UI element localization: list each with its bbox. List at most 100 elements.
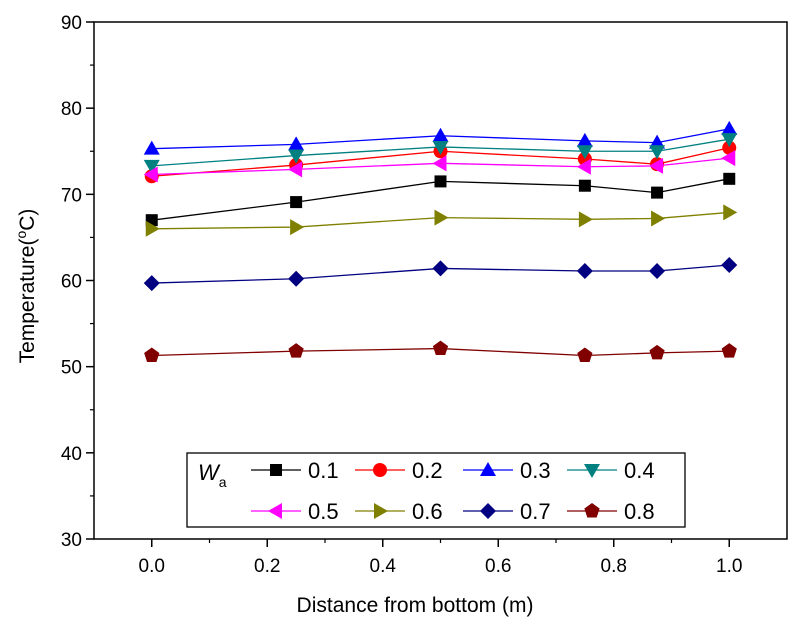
series-0.3 (143, 120, 738, 155)
data-point (649, 134, 666, 149)
x-tick-label: 0.0 (139, 556, 165, 577)
data-point (578, 211, 593, 228)
data-point (432, 260, 449, 277)
series-0.7 (143, 256, 738, 292)
data-point (143, 275, 160, 292)
data-point (288, 343, 304, 358)
x-tick-label: 0.8 (601, 556, 627, 577)
data-point (288, 270, 305, 287)
y-tick-label: 50 (61, 358, 82, 379)
axes: 0.0 0.2 0.4 0.6 0.8 1.0 30 40 50 60 70 80 90 (61, 13, 788, 577)
data-point (290, 219, 305, 236)
data-point (288, 136, 305, 151)
data-point (577, 347, 593, 362)
data-point (721, 120, 738, 135)
series-line (151, 264, 730, 284)
legend-marker (480, 462, 496, 476)
data-point (723, 204, 738, 221)
legend-marker (373, 463, 387, 477)
legend-entry-0.5: 0.5 (251, 499, 339, 524)
legend-label: 0.8 (624, 499, 655, 524)
data-point (576, 158, 591, 175)
series-0.8 (144, 340, 737, 362)
y-tick-label: 80 (61, 99, 82, 120)
y-axis-title-main: Temperature( (16, 239, 39, 364)
data-point (651, 210, 666, 227)
data-point (578, 179, 591, 192)
data-point (576, 263, 593, 280)
y-axis-title-degree: o (13, 231, 29, 239)
y-tick-label: 70 (61, 185, 82, 206)
legend-marker (584, 503, 600, 518)
data-point (721, 343, 737, 358)
legend-label: 0.5 (308, 499, 339, 524)
data-point (288, 149, 305, 164)
x-tick-label: 0.2 (254, 556, 280, 577)
data-point (432, 155, 447, 172)
legend-entry-0.3: 0.3 (463, 458, 551, 483)
data-point (721, 133, 738, 148)
y-tick-label: 30 (61, 530, 82, 551)
y-axis-title: Temperature(oC) (13, 209, 39, 364)
data-point (649, 263, 666, 280)
legend: Wa 0.1 0.2 0.3 0.4 0.5 0.6 0.7 0.8 (186, 452, 686, 528)
data-point (434, 175, 447, 188)
data-point (649, 157, 664, 174)
data-point (290, 196, 303, 209)
legend-marker (480, 503, 496, 519)
legend-marker (270, 464, 282, 476)
x-tick-label: 0.4 (370, 556, 397, 577)
legend-label: 0.1 (308, 458, 339, 483)
legend-label: 0.6 (412, 499, 443, 524)
legend-marker (268, 503, 282, 519)
legend-label: 0.4 (624, 458, 655, 483)
legend-entry-0.7: 0.7 (463, 499, 551, 524)
series-line (151, 157, 730, 176)
data-point (649, 145, 666, 160)
data-point (432, 127, 449, 142)
data-point (721, 150, 736, 167)
x-axis-title: Distance from bottom (m) (297, 594, 534, 617)
data-point (143, 166, 158, 183)
y-tick-label: 40 (61, 444, 82, 465)
y-tick-label: 60 (61, 272, 82, 293)
legend-label: 0.7 (520, 499, 551, 524)
data-point (649, 344, 665, 360)
series-layer (143, 120, 738, 362)
legend-entry-0.1: 0.1 (251, 458, 339, 483)
series-line (151, 347, 730, 357)
y-tick-label: 90 (61, 13, 82, 34)
legend-entry-0.4: 0.4 (567, 458, 655, 483)
legend-title: Wa (198, 460, 227, 490)
legend-title-sub: a (219, 474, 227, 490)
x-tick-label: 0.6 (485, 556, 511, 577)
series-line (151, 211, 730, 230)
data-point (143, 140, 160, 155)
series-line (151, 178, 730, 221)
series-line (151, 138, 730, 167)
legend-entry-0.8: 0.8 (567, 499, 655, 524)
series-0.4 (143, 133, 738, 174)
legend-entry-0.2: 0.2 (355, 458, 443, 483)
data-point (722, 140, 737, 155)
data-point (434, 209, 449, 226)
data-point (288, 161, 303, 178)
data-point (144, 347, 160, 362)
data-point (143, 159, 160, 174)
data-point (145, 220, 160, 237)
data-point (576, 145, 593, 160)
y-axis-title-end: C) (16, 209, 39, 231)
series-0.1 (145, 172, 736, 227)
legend-entry-0.6: 0.6 (355, 499, 443, 524)
legend-marker (374, 503, 388, 519)
series-0.6 (145, 204, 738, 237)
series-line (151, 128, 730, 150)
series-line (151, 147, 730, 177)
data-point (432, 340, 449, 356)
data-point (576, 132, 593, 147)
data-point (651, 186, 664, 199)
legend-title-main: W (198, 460, 221, 485)
data-point (723, 172, 736, 185)
